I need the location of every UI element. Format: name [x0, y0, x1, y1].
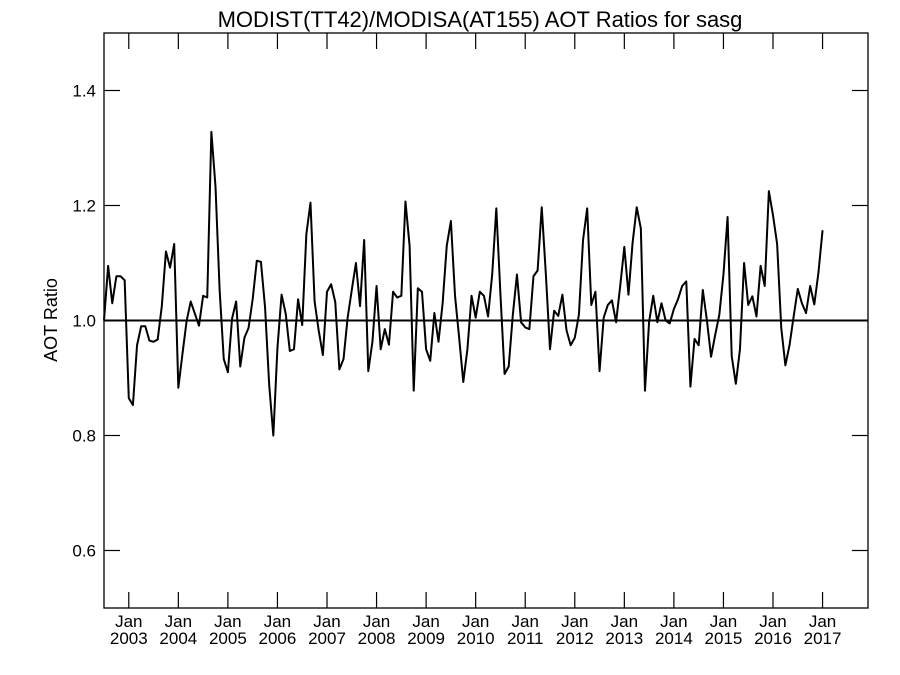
x-axis-ticks: Jan2003Jan2004Jan2005Jan2006Jan2007Jan20…: [110, 33, 842, 648]
x-tick-year-label: 2011: [507, 629, 544, 648]
x-tick-month-label: Jan: [264, 612, 291, 631]
x-tick-month-label: Jan: [363, 612, 390, 631]
x-tick-year-label: 2008: [358, 629, 396, 648]
x-tick-month-label: Jan: [611, 612, 638, 631]
y-tick-label: 0.6: [72, 542, 96, 561]
x-tick-year-label: 2006: [259, 629, 297, 648]
x-tick-year-label: 2007: [308, 629, 346, 648]
x-tick-month-label: Jan: [115, 612, 142, 631]
x-tick-year-label: 2009: [407, 629, 445, 648]
y-axis-label: AOT Ratio: [41, 278, 61, 362]
x-tick-year-label: 2005: [209, 629, 247, 648]
x-tick-month-label: Jan: [462, 612, 489, 631]
x-tick-month-label: Jan: [313, 612, 340, 631]
x-tick-year-label: 2015: [705, 629, 743, 648]
x-tick-month-label: Jan: [412, 612, 439, 631]
y-tick-label: 1.2: [72, 197, 96, 216]
x-tick-year-label: 2017: [804, 629, 842, 648]
x-tick-month-label: Jan: [759, 612, 786, 631]
x-tick-year-label: 2012: [556, 629, 594, 648]
x-tick-month-label: Jan: [165, 612, 192, 631]
y-tick-label: 1.4: [72, 82, 96, 101]
x-tick-year-label: 2013: [605, 629, 643, 648]
series-group: [103, 130, 824, 437]
x-tick-month-label: Jan: [809, 612, 836, 631]
x-tick-month-label: Jan: [512, 612, 539, 631]
x-tick-year-label: 2003: [110, 629, 148, 648]
y-tick-label: 1.0: [72, 312, 96, 331]
x-tick-month-label: Jan: [214, 612, 241, 631]
y-tick-label: 0.8: [72, 427, 96, 446]
x-tick-year-label: 2004: [159, 629, 197, 648]
series-line: [103, 130, 824, 437]
x-tick-month-label: Jan: [710, 612, 737, 631]
x-tick-month-label: Jan: [561, 612, 588, 631]
x-tick-year-label: 2014: [655, 629, 693, 648]
chart-title: MODIST(TT42)/MODISA(AT155) AOT Ratios fo…: [218, 7, 743, 32]
x-tick-year-label: 2016: [754, 629, 792, 648]
y-axis-ticks: 0.6 0.8 1.0 1.2 1.4: [72, 82, 868, 561]
x-tick-year-label: 2010: [457, 629, 495, 648]
x-tick-month-label: Jan: [660, 612, 687, 631]
